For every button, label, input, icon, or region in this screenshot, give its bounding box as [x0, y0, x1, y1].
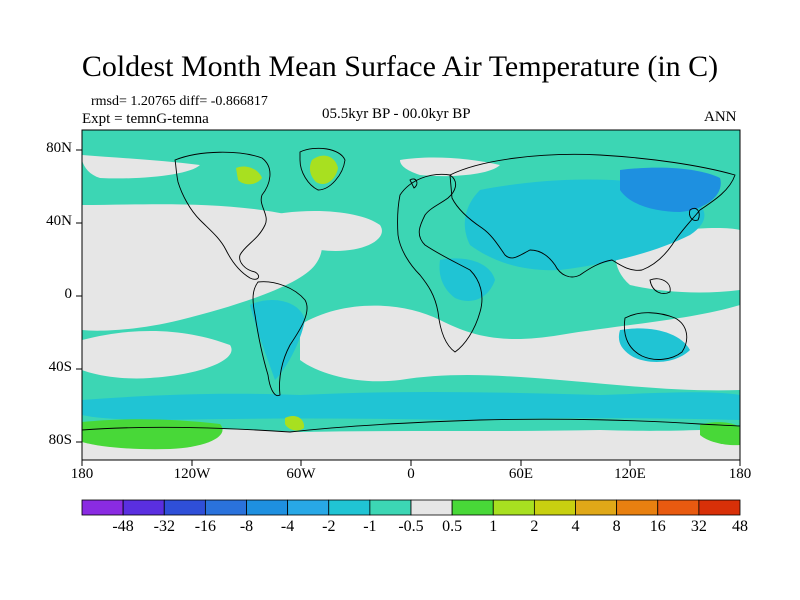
colorbar-swatch [657, 499, 700, 516]
colorbar-label: 8 [612, 518, 621, 535]
colorbar-swatch [533, 499, 576, 516]
lat-tick-label: 0 [64, 286, 73, 302]
lat-tick-label: 80S [48, 432, 72, 448]
map-plot-area [82, 130, 740, 460]
colorbar-swatch [451, 499, 494, 516]
warming-region-antarctic-east [700, 422, 740, 446]
lon-tick-label: 180 [70, 466, 94, 482]
neutral-regions [82, 155, 740, 460]
colorbar-label: -1 [363, 518, 377, 535]
lat-tick-label: 40N [46, 213, 72, 229]
colorbar-swatch [698, 499, 741, 516]
lon-tick-label: 180 [728, 466, 752, 482]
colorbar-swatch [575, 499, 618, 516]
warming-region-greenland [309, 155, 338, 185]
colorbar-label: 16 [649, 518, 666, 535]
period-label: 05.5kyr BP - 00.0kyr BP [322, 106, 471, 122]
coastlines [82, 147, 740, 433]
colorbar-swatch [410, 499, 453, 516]
colorbar-swatch [204, 499, 247, 516]
experiment-label: Expt = temnG-temna [82, 111, 209, 127]
axis-ticks [76, 149, 741, 466]
colorbar-swatch [81, 499, 124, 516]
lon-tick-label: 120E [614, 466, 646, 482]
colorbar-swatch [122, 499, 165, 516]
colorbar-swatch [246, 499, 289, 516]
colorbar-label: 32 [690, 518, 707, 535]
colorbar-label: -4 [280, 518, 295, 535]
lon-tick-label: 60W [286, 466, 316, 482]
chart-title: Coldest Month Mean Surface Air Temperatu… [81, 50, 719, 83]
colorbar-label: -0.5 [398, 518, 424, 535]
colorbar-swatch [492, 499, 535, 516]
lon-tick-label: 0 [407, 466, 415, 482]
lat-tick-label: 40S [48, 359, 72, 375]
warming-region-arctic-canada [236, 166, 262, 185]
stats-text: rmsd= 1.20765 diff= -0.866817 [91, 94, 268, 109]
colorbar-label: 0.5 [442, 518, 463, 535]
colorbar-swatch [616, 499, 659, 516]
lon-tick-label: 120W [173, 466, 211, 482]
colorbar-label: -2 [322, 518, 336, 535]
colorbar-label: 48 [732, 518, 748, 535]
colorbar-label: -48 [112, 518, 134, 535]
colorbar-label: -32 [153, 518, 175, 535]
colorbar-label: 2 [530, 518, 539, 535]
colorbar-label: 4 [571, 518, 580, 535]
warming-region-antarctic-peninsula [285, 416, 305, 431]
colorbar [81, 499, 741, 516]
colorbar-label: 1 [489, 518, 498, 535]
lon-tick-label: 60E [508, 466, 534, 482]
colorbar-swatch [163, 499, 206, 516]
colorbar-label: -8 [239, 518, 254, 535]
season-label: ANN [704, 109, 737, 125]
colorbar-swatch [369, 499, 412, 516]
colorbar-swatch [328, 499, 371, 516]
colorbar-swatch [287, 499, 330, 516]
warming-region-antarctic-west [82, 419, 223, 450]
lat-tick-label: 80N [46, 140, 72, 156]
colorbar-label: -16 [194, 518, 217, 535]
strong-cooling-region [620, 167, 721, 212]
